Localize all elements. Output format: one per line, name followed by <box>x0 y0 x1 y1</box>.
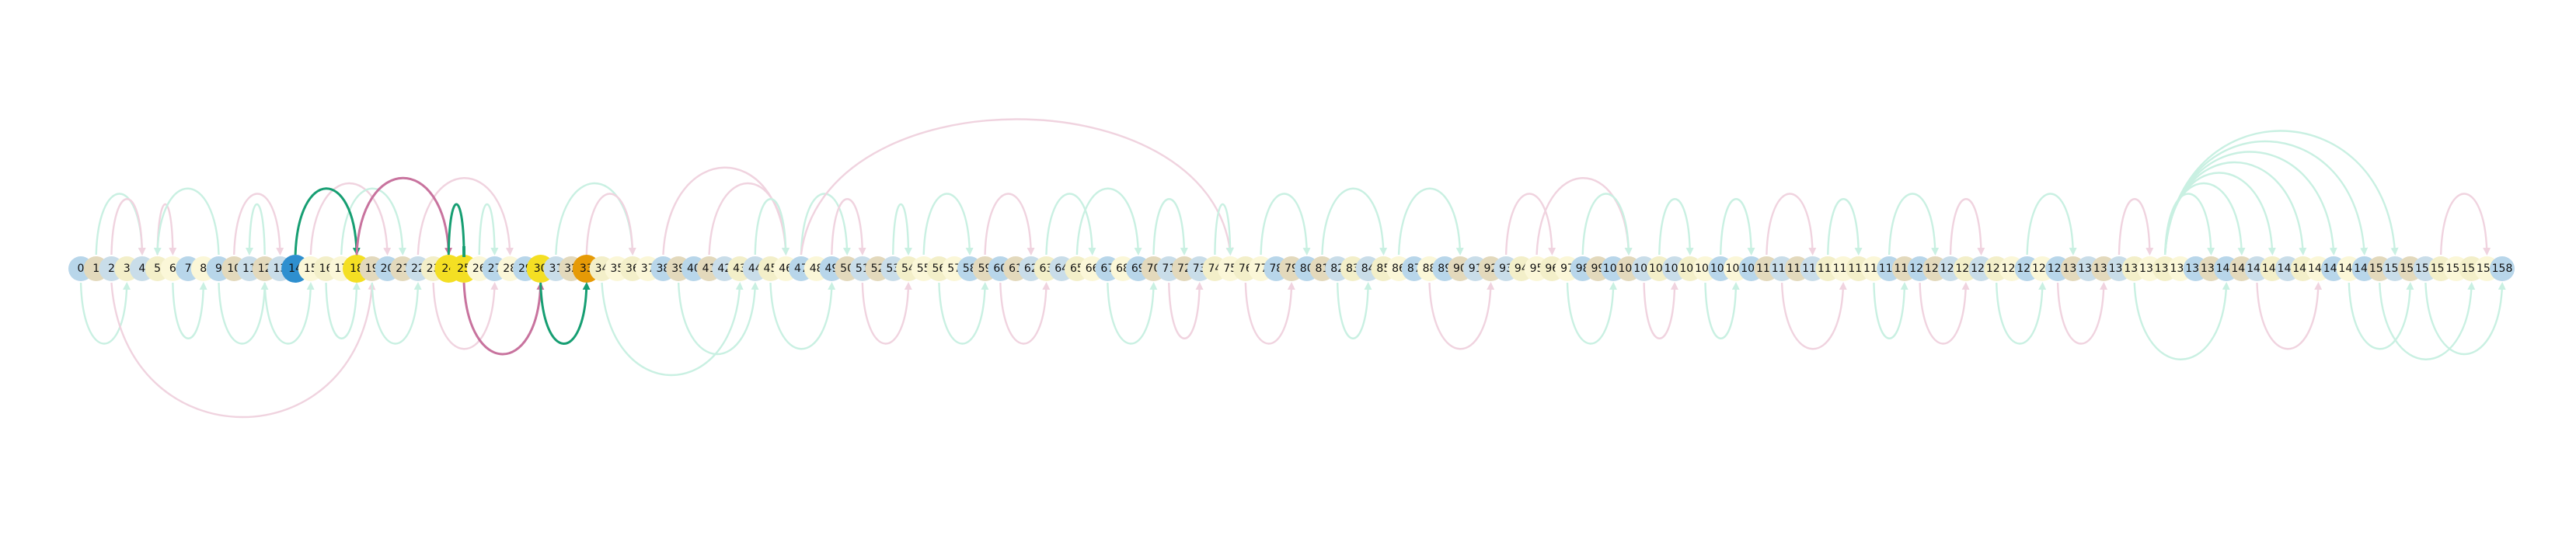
node-label: 4 <box>138 263 145 275</box>
edge-98-to-101 <box>1583 193 1629 255</box>
edge-125-to-128 <box>1996 283 2042 344</box>
node-label: 6 <box>169 263 176 275</box>
edge-88-to-92 <box>1429 283 1490 349</box>
edge-0-to-3 <box>81 283 127 344</box>
edge-12-to-15 <box>265 283 311 344</box>
node-158[interactable]: 158 <box>2490 256 2515 281</box>
edge-31-to-36 <box>556 183 633 255</box>
edge-120-to-123 <box>1920 283 1966 344</box>
edge-97-to-100 <box>1567 283 1613 344</box>
edge-59-to-62 <box>985 193 1031 255</box>
edge-2-to-19 <box>111 283 371 417</box>
edge-65-to-69 <box>1077 189 1138 255</box>
edge-16-to-18 <box>326 283 357 339</box>
edge-106-to-108 <box>1705 283 1735 339</box>
edge-154-to-157 <box>2441 193 2487 255</box>
edge-38-to-46 <box>663 168 786 255</box>
edge-102-to-104 <box>1644 283 1675 339</box>
edge-103-to-105 <box>1659 199 1689 255</box>
node-label: 158 <box>2492 263 2513 275</box>
edge-136-to-139 <box>2165 193 2211 255</box>
node-label: 2 <box>108 263 115 275</box>
edge-1-to-4 <box>96 193 142 255</box>
nodes-layer: 0 1 2 3 4 5 6 7 8 9 10 11 12 13 14 15 16 17 18 19 20 21 22 23 24… <box>68 255 2515 283</box>
edge-71-to-73 <box>1169 283 1199 339</box>
edge-70-to-72 <box>1154 199 1184 255</box>
edge-122-to-124 <box>1950 199 1981 255</box>
edge-63-to-66 <box>1046 193 1092 255</box>
edge-136-to-141 <box>2165 183 2242 255</box>
edge-133-to-135 <box>2119 199 2149 255</box>
edge-134-to-140 <box>2135 283 2226 360</box>
edge-53-to-54 <box>893 204 908 255</box>
edge-127-to-130 <box>2027 193 2073 255</box>
edge-19-to-22 <box>372 283 418 344</box>
highlighted-edge-30-to-33 <box>541 283 587 344</box>
edge-47-to-75 <box>801 119 1230 255</box>
edge-86-to-90 <box>1399 189 1460 255</box>
edge-81-to-85 <box>1322 189 1383 255</box>
edge-51-to-54 <box>863 283 908 344</box>
highlighted-edge-24-to-25 <box>448 204 464 255</box>
edge-33-to-36 <box>587 193 633 255</box>
node-label: 0 <box>78 263 85 275</box>
edge-153-to-158 <box>2425 283 2502 354</box>
edge-111-to-115 <box>1782 283 1843 349</box>
edge-2-to-4 <box>111 199 141 255</box>
edge-12-to-11 <box>249 204 265 255</box>
edge-117-to-119 <box>1874 283 1904 339</box>
edge-114-to-116 <box>1828 199 1858 255</box>
edge-136-to-149 <box>2165 141 2364 255</box>
edge-45-to-49 <box>770 283 831 349</box>
edge-9-to-12 <box>218 283 264 344</box>
node-label: 7 <box>185 263 192 275</box>
edge-60-to-63 <box>1000 283 1046 344</box>
node-label: 5 <box>154 263 161 275</box>
edge-39-to-44 <box>678 283 755 354</box>
edge-93-to-96 <box>1506 193 1552 255</box>
edge-129-to-132 <box>2058 283 2104 344</box>
edge-136-to-147 <box>2165 151 2334 255</box>
edge-107-to-109 <box>1720 199 1751 255</box>
edge-136-to-151 <box>2165 130 2395 255</box>
edge-6-to-8 <box>173 283 203 339</box>
edge-118-to-121 <box>1889 193 1935 255</box>
node-label: 8 <box>200 263 207 275</box>
edge-142-to-146 <box>2257 283 2318 349</box>
edge-44-to-46 <box>755 199 786 255</box>
edge-55-to-58 <box>924 193 970 255</box>
edge-56-to-59 <box>939 283 985 344</box>
edge-26-to-27 <box>479 204 495 255</box>
edge-77-to-80 <box>1261 193 1307 255</box>
node-label: 3 <box>124 263 131 275</box>
edge-67-to-70 <box>1107 283 1153 344</box>
node-label: 1 <box>92 263 99 275</box>
edge-10-to-13 <box>234 193 280 255</box>
edge-76-to-79 <box>1246 283 1291 344</box>
edge-82-to-84 <box>1337 283 1368 339</box>
node-label: 9 <box>215 263 222 275</box>
edge-110-to-113 <box>1766 193 1812 255</box>
edge-9-to-5 <box>158 189 219 255</box>
edge-34-to-43 <box>602 283 740 375</box>
edge-136-to-143 <box>2165 172 2272 255</box>
edge-41-to-46 <box>709 183 786 255</box>
highlighted-edge-25-to-30 <box>464 283 541 354</box>
